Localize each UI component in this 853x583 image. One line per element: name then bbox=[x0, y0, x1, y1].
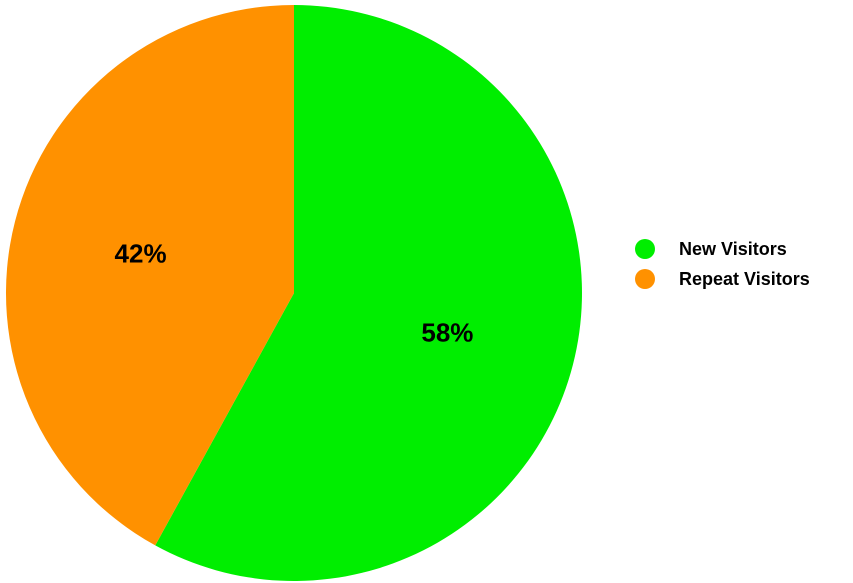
legend-label-repeat-visitors: Repeat Visitors bbox=[679, 268, 810, 289]
legend-swatch-repeat-visitors bbox=[635, 269, 655, 289]
pie-slice-new-visitors[interactable] bbox=[155, 5, 582, 581]
legend-item-repeat-visitors[interactable]: Repeat Visitors bbox=[635, 264, 810, 294]
pie-slice-repeat-visitors[interactable] bbox=[5, 4, 294, 546]
data-label-repeat-visitors: 42% bbox=[115, 239, 167, 269]
legend-swatch-new-visitors bbox=[635, 239, 655, 259]
legend: New Visitors Repeat Visitors bbox=[635, 234, 810, 294]
legend-label-new-visitors: New Visitors bbox=[679, 238, 787, 259]
data-label-new-visitors: 58% bbox=[421, 317, 473, 347]
pie-chart-canvas: 58% 42% bbox=[5, 4, 582, 581]
pie-slices bbox=[5, 4, 582, 581]
pie-data-labels: 58% 42% bbox=[115, 239, 474, 348]
legend-item-new-visitors[interactable]: New Visitors bbox=[635, 234, 810, 264]
